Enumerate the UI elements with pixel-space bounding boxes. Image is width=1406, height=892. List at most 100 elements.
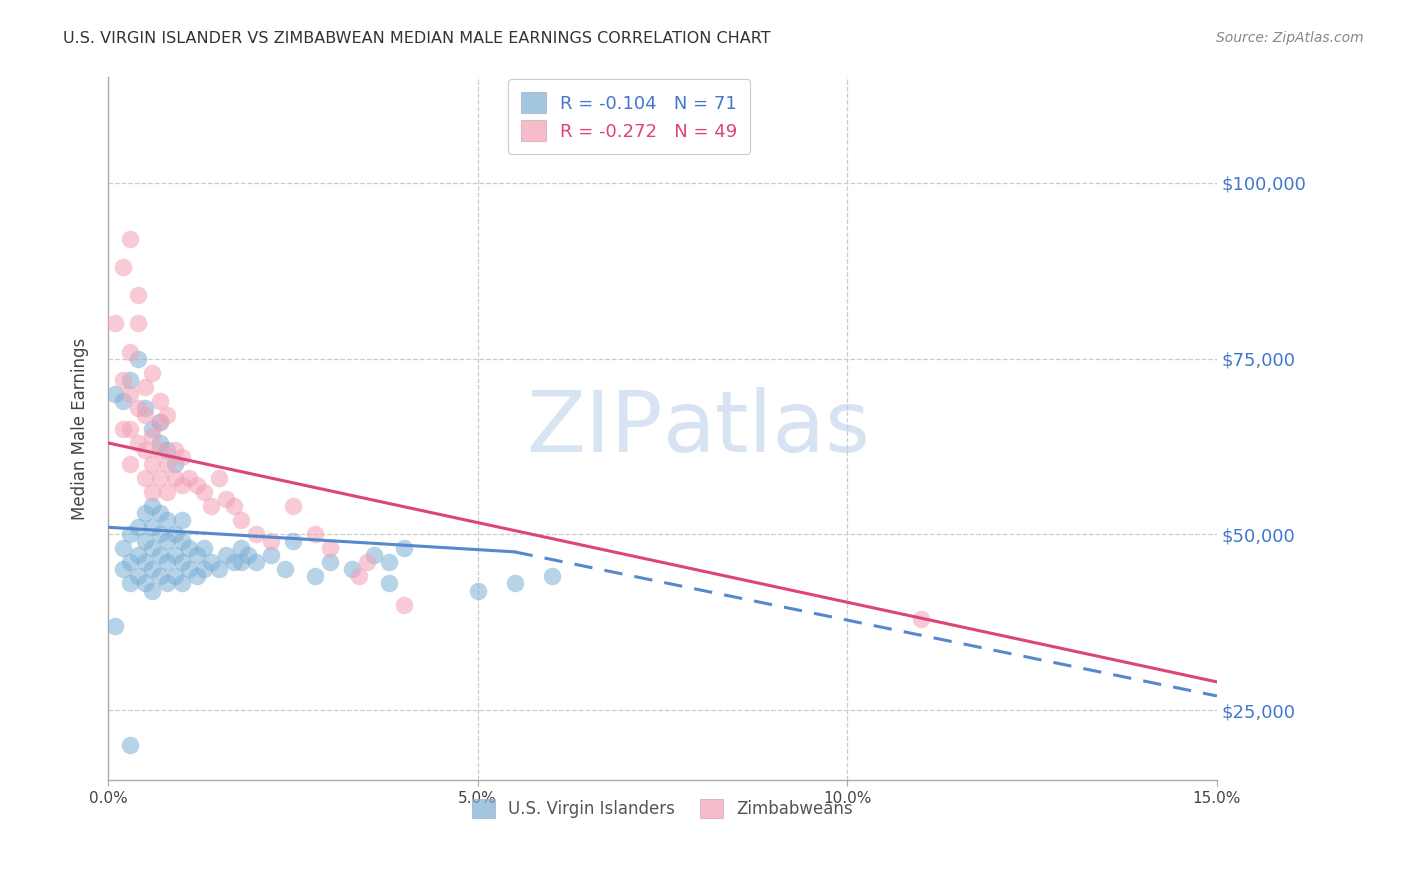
Zimbabweans (111, 260, 134, 275)
Zimbabweans (200, 499, 222, 513)
U.S. Virgin Islanders (186, 569, 208, 583)
U.S. Virgin Islanders (281, 534, 304, 549)
U.S. Virgin Islanders (156, 513, 179, 527)
U.S. Virgin Islanders (149, 549, 172, 563)
U.S. Virgin Islanders (319, 556, 342, 570)
Zimbabweans (134, 471, 156, 485)
Legend: U.S. Virgin Islanders, Zimbabweans: U.S. Virgin Islanders, Zimbabweans (465, 792, 860, 825)
U.S. Virgin Islanders (141, 520, 163, 534)
U.S. Virgin Islanders (111, 541, 134, 556)
Zimbabweans (120, 386, 142, 401)
U.S. Virgin Islanders (141, 583, 163, 598)
U.S. Virgin Islanders (149, 527, 172, 541)
U.S. Virgin Islanders (141, 422, 163, 436)
Zimbabweans (134, 442, 156, 457)
U.S. Virgin Islanders (149, 569, 172, 583)
U.S. Virgin Islanders (186, 549, 208, 563)
Zimbabweans (141, 457, 163, 471)
Zimbabweans (319, 541, 342, 556)
U.S. Virgin Islanders (134, 534, 156, 549)
Zimbabweans (149, 471, 172, 485)
U.S. Virgin Islanders (127, 520, 149, 534)
U.S. Virgin Islanders (503, 576, 526, 591)
U.S. Virgin Islanders (170, 534, 193, 549)
Zimbabweans (120, 457, 142, 471)
U.S. Virgin Islanders (134, 556, 156, 570)
Zimbabweans (156, 457, 179, 471)
U.S. Virgin Islanders (149, 415, 172, 429)
U.S. Virgin Islanders (540, 569, 562, 583)
U.S. Virgin Islanders (127, 569, 149, 583)
U.S. Virgin Islanders (163, 569, 186, 583)
Zimbabweans (163, 471, 186, 485)
U.S. Virgin Islanders (222, 556, 245, 570)
Zimbabweans (120, 344, 142, 359)
Zimbabweans (141, 429, 163, 443)
U.S. Virgin Islanders (193, 562, 215, 576)
U.S. Virgin Islanders (179, 562, 201, 576)
Y-axis label: Median Male Earnings: Median Male Earnings (72, 338, 89, 520)
Zimbabweans (120, 422, 142, 436)
Zimbabweans (245, 527, 267, 541)
U.S. Virgin Islanders (134, 506, 156, 520)
U.S. Virgin Islanders (229, 556, 252, 570)
U.S. Virgin Islanders (141, 562, 163, 576)
U.S. Virgin Islanders (111, 562, 134, 576)
U.S. Virgin Islanders (149, 506, 172, 520)
Zimbabweans (104, 317, 127, 331)
U.S. Virgin Islanders (170, 513, 193, 527)
U.S. Virgin Islanders (215, 549, 238, 563)
Zimbabweans (156, 485, 179, 500)
U.S. Virgin Islanders (156, 556, 179, 570)
U.S. Virgin Islanders (193, 541, 215, 556)
Text: ZIP: ZIP (526, 387, 662, 470)
Zimbabweans (193, 485, 215, 500)
Zimbabweans (149, 393, 172, 408)
Zimbabweans (156, 408, 179, 422)
Zimbabweans (127, 317, 149, 331)
U.S. Virgin Islanders (134, 401, 156, 415)
Zimbabweans (349, 569, 371, 583)
Zimbabweans (134, 380, 156, 394)
U.S. Virgin Islanders (104, 618, 127, 632)
Zimbabweans (222, 499, 245, 513)
Text: U.S. VIRGIN ISLANDER VS ZIMBABWEAN MEDIAN MALE EARNINGS CORRELATION CHART: U.S. VIRGIN ISLANDER VS ZIMBABWEAN MEDIA… (63, 31, 770, 46)
Zimbabweans (111, 373, 134, 387)
U.S. Virgin Islanders (163, 527, 186, 541)
Zimbabweans (127, 436, 149, 450)
U.S. Virgin Islanders (104, 386, 127, 401)
U.S. Virgin Islanders (467, 583, 489, 598)
U.S. Virgin Islanders (304, 569, 326, 583)
Zimbabweans (229, 513, 252, 527)
Zimbabweans (149, 415, 172, 429)
U.S. Virgin Islanders (170, 556, 193, 570)
Zimbabweans (259, 534, 281, 549)
U.S. Virgin Islanders (163, 549, 186, 563)
U.S. Virgin Islanders (392, 541, 415, 556)
U.S. Virgin Islanders (120, 556, 142, 570)
U.S. Virgin Islanders (156, 576, 179, 591)
U.S. Virgin Islanders (340, 562, 363, 576)
U.S. Virgin Islanders (245, 556, 267, 570)
Zimbabweans (304, 527, 326, 541)
U.S. Virgin Islanders (200, 556, 222, 570)
Zimbabweans (186, 478, 208, 492)
U.S. Virgin Islanders (229, 541, 252, 556)
Text: atlas: atlas (662, 387, 870, 470)
Zimbabweans (170, 478, 193, 492)
Zimbabweans (356, 556, 378, 570)
U.S. Virgin Islanders (120, 373, 142, 387)
U.S. Virgin Islanders (156, 442, 179, 457)
Zimbabweans (141, 366, 163, 380)
U.S. Virgin Islanders (149, 436, 172, 450)
Zimbabweans (163, 442, 186, 457)
Zimbabweans (120, 232, 142, 246)
U.S. Virgin Islanders (120, 576, 142, 591)
Zimbabweans (134, 408, 156, 422)
U.S. Virgin Islanders (134, 576, 156, 591)
Zimbabweans (392, 598, 415, 612)
U.S. Virgin Islanders (238, 549, 260, 563)
U.S. Virgin Islanders (378, 576, 401, 591)
U.S. Virgin Islanders (111, 393, 134, 408)
U.S. Virgin Islanders (274, 562, 297, 576)
